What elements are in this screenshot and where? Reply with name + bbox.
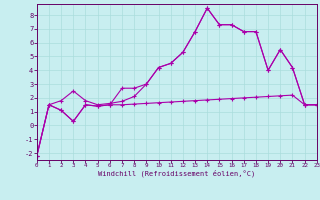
X-axis label: Windchill (Refroidissement éolien,°C): Windchill (Refroidissement éolien,°C) <box>98 170 255 177</box>
